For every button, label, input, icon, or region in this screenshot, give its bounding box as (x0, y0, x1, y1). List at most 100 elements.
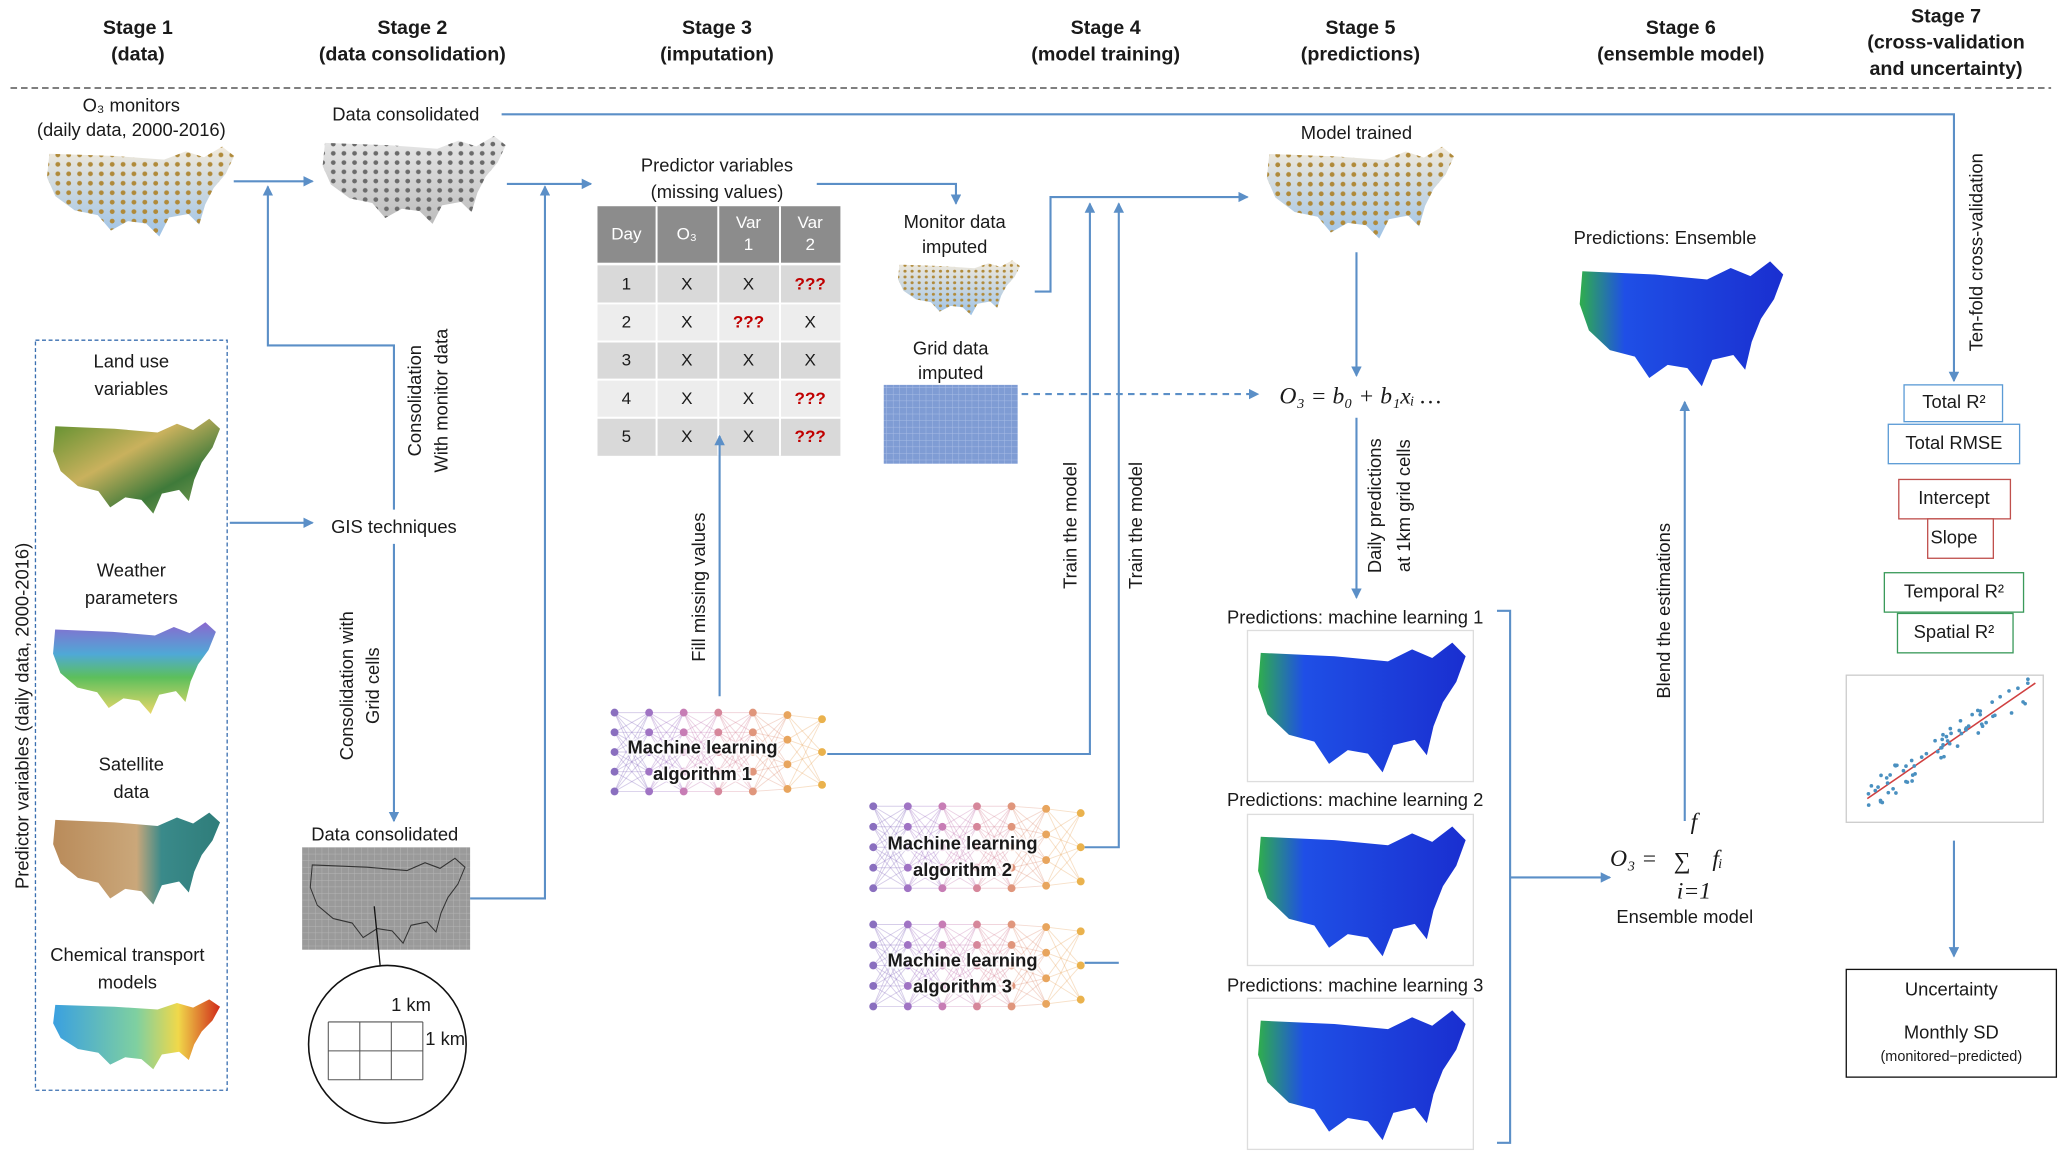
net-node (938, 843, 947, 852)
net-edge (648, 712, 685, 753)
net-edge (614, 771, 650, 792)
net-edge (976, 944, 1012, 966)
net-edge (873, 846, 909, 869)
net-node (903, 863, 912, 872)
net-edge (683, 712, 719, 772)
net-node (903, 884, 912, 893)
table-header-cell: Var (798, 213, 824, 232)
net-edge (942, 846, 978, 889)
net-node (818, 748, 826, 756)
net-edge (976, 924, 1012, 1007)
net-edge (941, 806, 978, 889)
metric-box (1898, 478, 2012, 520)
net-node (869, 982, 878, 990)
net-edge (941, 924, 978, 1007)
net-edge (648, 751, 684, 773)
net-edge (907, 805, 943, 848)
net-edge (683, 732, 719, 773)
net-edge (976, 805, 1012, 828)
algorithm-label: Machine learning (887, 949, 1037, 970)
net-node (679, 748, 688, 756)
net-edge (872, 924, 909, 987)
net-edge (1011, 926, 1047, 1007)
net-edge (976, 846, 1012, 869)
net-node (903, 843, 912, 852)
net-edge (942, 965, 978, 1007)
net-edge (976, 846, 1012, 889)
metric-label: Temporal R² (1904, 580, 2004, 601)
net-edge (717, 732, 754, 792)
net-node (1007, 941, 1016, 949)
net-edge (907, 924, 943, 966)
table-header-cell: 1 (744, 235, 753, 254)
grid-imputed-map (883, 384, 1018, 464)
net-edge (976, 985, 1012, 1007)
net-edge (873, 805, 909, 828)
net-edge (907, 924, 943, 987)
net-edge (752, 751, 788, 790)
net-edge (942, 826, 978, 869)
net-node (938, 961, 947, 970)
net-edge (1011, 846, 1047, 861)
net-edge (907, 944, 943, 1007)
label: Grid data (913, 337, 989, 358)
net-node (610, 787, 619, 796)
net-node (869, 843, 878, 852)
net-edge (907, 826, 943, 889)
net-edge (942, 826, 978, 869)
net-edge (976, 965, 1012, 987)
table-cell: 5 (622, 427, 631, 446)
net-edge (907, 826, 943, 869)
scatter-point (1978, 712, 1983, 717)
net-edge (752, 788, 788, 792)
stage-heading: Stage 4 (1071, 17, 1141, 39)
net-node (748, 708, 757, 717)
net-edge (941, 806, 978, 889)
formula: fᵢ (1712, 846, 1722, 872)
net-edge (752, 763, 788, 773)
net-edge (1011, 859, 1047, 889)
net-node (973, 941, 981, 949)
net-edge (907, 846, 943, 869)
net-edge (614, 771, 650, 792)
net-edge (976, 805, 1012, 848)
net-edge (976, 924, 1012, 946)
net-edge (873, 805, 909, 828)
net-edge (648, 712, 685, 772)
scatter-point (1880, 800, 1885, 805)
net-edge (976, 826, 1012, 848)
net-edge (942, 924, 978, 966)
net-edge (942, 965, 978, 987)
grid-cells (327, 1021, 424, 1081)
net-edge (787, 763, 823, 786)
net-edge (752, 731, 788, 741)
scatter-point (1888, 773, 1892, 777)
net-node (679, 728, 688, 737)
table-cell: X (805, 351, 817, 370)
net-edge (683, 771, 719, 792)
net-node (645, 787, 654, 796)
net-edge (907, 965, 943, 1007)
net-edge (907, 826, 943, 848)
label: Blend the estimations (1653, 523, 1674, 699)
net-edge (976, 924, 1012, 946)
net-edge (648, 712, 685, 772)
stage-heading: (model training) (1031, 43, 1180, 65)
net-edge (872, 846, 909, 889)
metric-box (1883, 572, 2025, 613)
scatter-point (1879, 773, 1883, 778)
stage-heading: (imputation) (660, 43, 774, 65)
net-edge (976, 806, 1012, 889)
net-edge (614, 751, 650, 773)
table-cell: X (743, 275, 755, 294)
net-edge (1011, 924, 1047, 954)
net-edge (683, 751, 719, 773)
net-node (903, 802, 912, 811)
table-cell: ??? (795, 389, 826, 408)
table-cell: X (743, 351, 755, 370)
net-edge (941, 944, 978, 1007)
input-label: Weather (97, 559, 166, 580)
net-node (938, 941, 947, 949)
net-node (1042, 974, 1051, 983)
net-edge (1045, 846, 1082, 886)
